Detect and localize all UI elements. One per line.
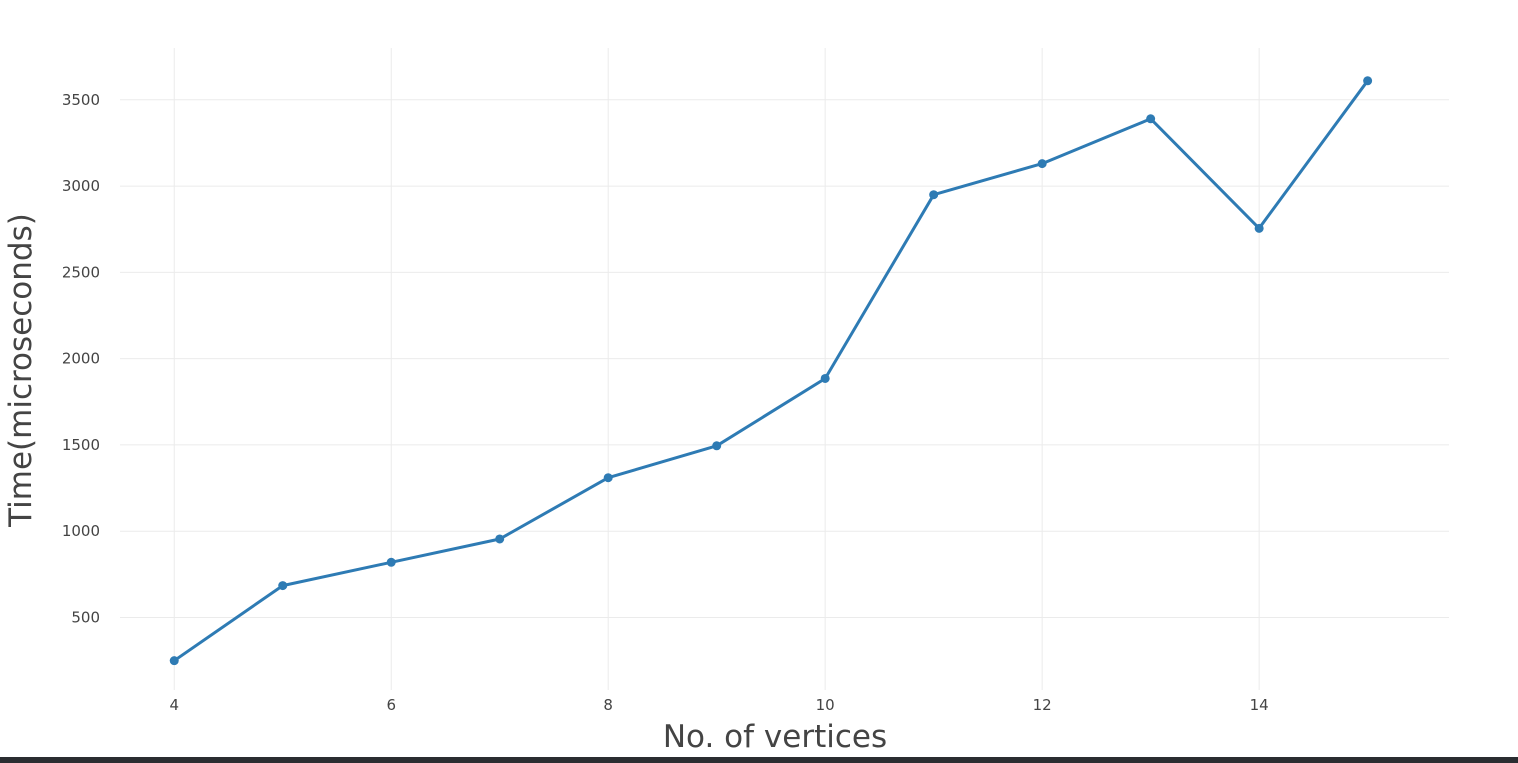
y-tick-label: 500 (71, 609, 100, 627)
series-layer (169, 76, 1373, 666)
x-tick-label: 8 (603, 696, 613, 714)
y-tick-label: 1000 (62, 522, 100, 540)
y-gridlines (120, 99, 1449, 619)
data-point (712, 441, 722, 451)
x-tick-label: 14 (1250, 696, 1269, 714)
data-point (1254, 223, 1264, 233)
data-point (278, 581, 288, 591)
x-tick-label: 10 (816, 696, 835, 714)
data-point (820, 373, 830, 383)
data-point (495, 534, 505, 544)
data-point (603, 473, 613, 483)
y-tick-label: 1500 (62, 436, 100, 454)
y-tick-label: 3000 (62, 177, 100, 195)
data-point (386, 557, 396, 567)
y-tick-label: 3500 (62, 91, 100, 109)
data-point (929, 190, 939, 200)
series-line (172, 79, 1370, 663)
y-tick-label: 2000 (62, 350, 100, 368)
x-tick-label: 6 (386, 696, 396, 714)
data-point (1363, 76, 1373, 86)
data-point (1037, 159, 1047, 169)
bottom-bar (0, 757, 1518, 763)
data-point (169, 656, 179, 666)
x-axis-title: No. of vertices (663, 719, 887, 755)
x-tick-labels: 4 6 8 10 12 14 (169, 696, 1268, 714)
x-tick-label: 12 (1033, 696, 1052, 714)
data-point (1146, 114, 1156, 124)
x-gridlines (173, 48, 1260, 690)
x-tick-label: 4 (169, 696, 179, 714)
y-tick-label: 2500 (62, 263, 100, 281)
y-tick-labels: 500 1000 1500 2000 2500 3000 3500 (62, 91, 100, 627)
y-axis-title: Time(microseconds) (3, 213, 39, 528)
